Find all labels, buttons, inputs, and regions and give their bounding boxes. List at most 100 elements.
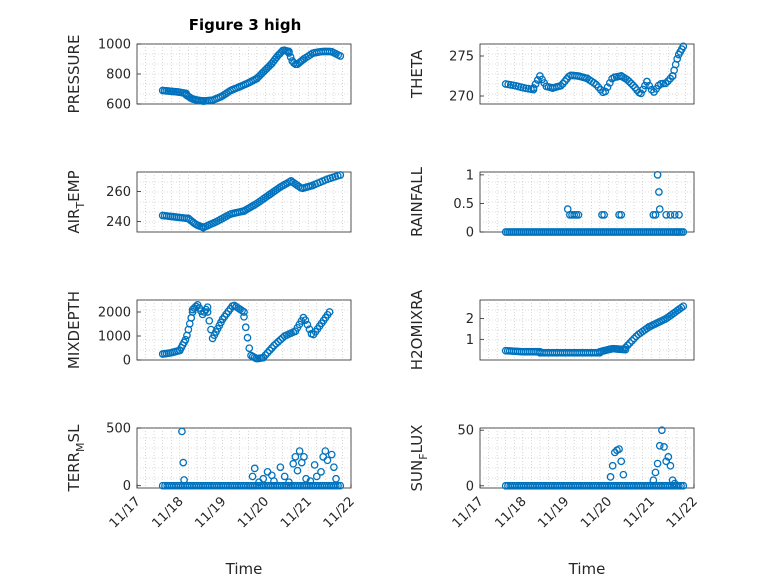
y-tick-label: 0 [466,479,474,494]
data-point [259,474,268,483]
data-point [203,303,212,312]
data-point [639,85,647,94]
panel-rainfall: 0 0.5 1 RAINFALL [408,166,695,241]
y-tick-label: 50 [457,424,474,439]
x-axis-label: Time [225,560,263,578]
data-point [606,473,615,481]
data-point [325,308,334,316]
data-point [243,333,252,342]
y-axis-label: MIXDEPTH [65,291,83,369]
panel-pressure: 600 800 1000 PRESSURE [65,35,352,114]
data-point [295,447,304,455]
data-point [653,459,662,468]
x-tick-label: 11/20 [578,494,615,531]
y-axis-label: SUNFLUX [408,425,430,492]
y-tick-label: 1000 [98,38,131,53]
data-point [250,464,259,473]
data-point [666,461,675,470]
x-axis-label: Time [568,560,606,578]
data-point [181,335,190,344]
x-tick-label: 11/19 [535,494,572,531]
data-point [666,211,675,219]
data-point [259,353,268,362]
data-point [660,443,668,451]
data-point [293,466,302,475]
data-point [312,472,321,481]
y-tick-label: 1 [466,168,474,183]
x-tick-label: 11/17 [107,494,144,531]
data-point [621,343,630,352]
data-point [241,323,250,332]
data-point [625,77,633,86]
data-point [285,478,293,487]
data-point [674,481,683,490]
x-tick-label: 11/22 [664,494,701,531]
data-point [178,427,186,436]
panel-sun_flux: 0 50 11/17 11/18 11/19 11/20 11/21 11/22 Time SUN… [408,424,701,578]
y-tick-label: 270 [449,90,474,105]
data-point [647,85,656,94]
x-tick-label: 11/22 [321,494,358,531]
y-tick-label: 0 [123,479,131,494]
data-point [245,344,254,353]
data-point [637,89,645,98]
data-point [261,351,270,360]
panel-h2omixra: 1 2 H2OMIXRA [408,289,695,370]
axes-frame [136,427,352,489]
panel-theta: 270 275 THETA [408,42,695,105]
data-point [679,481,688,490]
data-point [336,481,345,490]
data-point [649,476,658,485]
data-point [661,79,670,88]
data-point [336,171,345,179]
x-tick-label: 11/20 [235,494,272,531]
data-point [317,467,325,476]
axes-frame [136,43,352,105]
data-point [679,42,688,51]
y-tick-label: 600 [106,98,131,113]
data-point [291,452,300,461]
axes-frame [136,171,352,233]
data-point [662,211,671,219]
data-point [267,344,276,352]
data-point [276,463,285,472]
data-point [615,445,623,453]
data-point [205,316,214,325]
data-point [265,346,274,355]
data-point [653,171,662,179]
data-point [655,441,664,450]
y-axis-label: PRESSURE [65,35,83,114]
data-point [533,76,542,84]
y-axis-label: H2OMIXRA [408,289,426,370]
data-point [306,477,315,485]
x-tick-label: 11/18 [150,494,187,531]
data-point [263,348,272,357]
data-point [334,481,342,490]
panel-air_temp: 240 260 AIRTEMP [65,170,352,234]
x-tick-label: 11/21 [621,494,658,531]
x-tick-label: 11/21 [278,494,315,531]
y-tick-label: 2000 [98,306,131,321]
data-point [280,472,289,481]
data-point [627,79,635,88]
data-point [330,463,338,472]
y-axis-label: THETA [408,49,426,99]
data-point [289,459,298,468]
data-point [630,334,638,343]
data-point [310,461,319,469]
data-point [662,457,671,466]
data-point [617,211,626,219]
data-point [574,211,583,219]
figure-title: Figure 3 high [189,16,302,34]
data-point [629,81,637,90]
data-point [270,341,278,350]
axes-frame [479,43,695,105]
data-point [529,84,538,92]
data-point [180,476,188,484]
y-tick-label: 0.5 [453,197,474,212]
data-point [240,308,248,316]
axes-frame [479,171,695,233]
data-point [600,211,608,219]
